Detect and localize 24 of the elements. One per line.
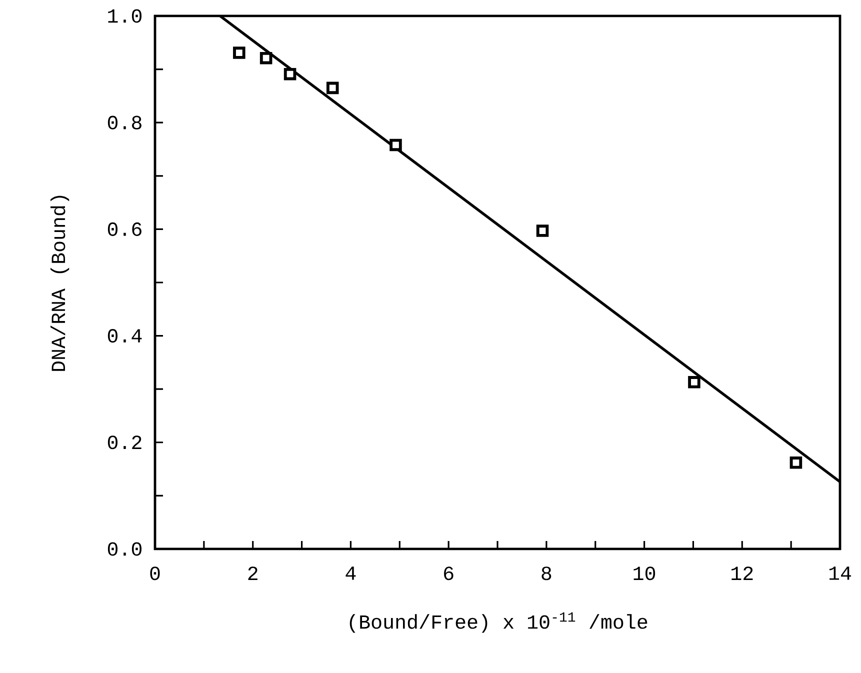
point [233, 46, 246, 59]
x-tick-label: 8 [542, 566, 552, 580]
x-tick-label: 4 [346, 566, 356, 580]
y-tick-label: 1.0 [108, 9, 142, 23]
point [390, 138, 402, 152]
y-tick-label: 0.6 [108, 222, 142, 236]
x-tick-label: 14 [829, 566, 851, 580]
point [688, 376, 700, 388]
x-tick-label: 10 [634, 566, 656, 580]
y-tick-label: 0.8 [108, 116, 142, 130]
x-tick-label: 6 [444, 566, 454, 580]
point [536, 224, 549, 237]
point [326, 82, 339, 94]
y-tick-label: 0.2 [108, 436, 142, 450]
x-tick-label: 2 [248, 566, 258, 580]
y-tick-label: 0.4 [108, 328, 142, 343]
point [260, 52, 272, 64]
x-axis-title: (Bound/Free) x 10$^{-11}$ /mole [350, 612, 648, 633]
point [284, 68, 296, 80]
y-axis-title: DNA/RNA (Bound) [50, 196, 70, 371]
point [790, 456, 802, 469]
x-tick-label: 12 [732, 566, 753, 580]
y-tick-label: 0.0 [108, 542, 142, 556]
x-tick-label: 0 [150, 566, 160, 580]
